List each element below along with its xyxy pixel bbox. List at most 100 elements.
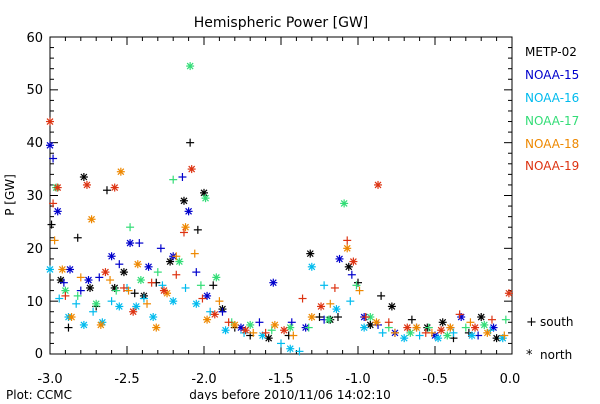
data-point-south [124, 286, 133, 295]
data-point-north [119, 268, 128, 277]
data-point-south [158, 281, 167, 290]
data-point-north [136, 276, 145, 285]
data-point-south [407, 315, 416, 324]
data-point-north [129, 307, 138, 316]
data-point-north [116, 167, 125, 176]
data-point-south [218, 307, 227, 316]
data-point-south [135, 239, 144, 248]
data-point-south [73, 291, 82, 300]
data-point-south [172, 270, 181, 279]
data-point-south [55, 294, 64, 303]
chart-title: Hemispheric Power [GW] [194, 15, 369, 31]
data-point-south [500, 331, 509, 340]
data-point-north [477, 313, 486, 322]
data-point-south [304, 323, 313, 332]
data-point-south [147, 278, 156, 287]
data-point-north [67, 313, 76, 322]
data-point-south [198, 294, 207, 303]
data-point-south [59, 278, 68, 287]
data-point-north [374, 180, 383, 189]
data-point-south [289, 331, 298, 340]
data-point-north [307, 313, 316, 322]
data-point-north [181, 223, 190, 232]
data-point-south [190, 249, 199, 258]
data-point-south [61, 291, 70, 300]
data-point-north [504, 289, 513, 298]
x-tick-label: 0.0 [500, 372, 521, 387]
data-point-north [403, 323, 412, 332]
data-point-south [102, 186, 111, 195]
data-point-south [49, 199, 58, 208]
data-point-south [421, 328, 430, 337]
data-point-south [377, 291, 386, 300]
data-point-north [203, 315, 212, 324]
data-point-north [340, 199, 349, 208]
marker-legend-symbol: * [526, 348, 533, 363]
data-point-south [455, 310, 464, 319]
data-point-north [434, 334, 443, 343]
data-point-south [361, 313, 370, 322]
data-point-north [280, 326, 289, 335]
data-point-north [332, 305, 341, 314]
data-point-north [372, 318, 381, 327]
data-point-south [139, 294, 148, 303]
data-point-south [501, 315, 510, 324]
data-point-south [466, 318, 475, 327]
data-point-north [306, 249, 315, 258]
y-tick-label: 30 [26, 189, 43, 204]
marker-legend-label: south [540, 315, 574, 329]
y-axis-label: P [GW] [3, 174, 17, 216]
data-point-north [184, 207, 193, 216]
data-point-south [320, 281, 329, 290]
data-point-north [467, 331, 476, 340]
data-point-south [333, 313, 342, 322]
data-point-south [112, 286, 121, 295]
data-point-south [352, 281, 361, 290]
y-tick-label: 40 [26, 136, 43, 151]
x-tick-labels: -3.0 -2.5 -2.0 -1.5 -1.0 -0.5 0.0 [37, 372, 520, 387]
data-point-north [133, 260, 142, 269]
data-point-south [224, 318, 233, 327]
data-point-north [149, 313, 158, 322]
data-point-south [115, 260, 124, 269]
data-point-south [346, 297, 355, 306]
data-point-north [92, 299, 101, 308]
data-point-north [471, 323, 480, 332]
data-point-north [412, 323, 421, 332]
data-point-north [480, 320, 489, 329]
data-point-south [277, 339, 285, 348]
data-point-north [144, 262, 153, 271]
data-point-south [415, 331, 424, 340]
data-point-south [315, 313, 324, 322]
marker-legend: + south * north [526, 315, 574, 363]
data-point-south [487, 315, 496, 324]
data-point-north [115, 302, 124, 311]
y-tick-labels: 0 10 20 30 40 50 60 [26, 31, 43, 362]
data-point-south [343, 236, 352, 245]
data-point-north [79, 173, 88, 182]
data-point-north [175, 257, 184, 266]
data-point-south [255, 318, 264, 327]
data-point-north [46, 117, 54, 126]
data-point-north [53, 207, 62, 216]
data-point-north [366, 320, 375, 329]
data-point-north [437, 326, 446, 335]
data-point-south [72, 299, 81, 308]
data-point-north [349, 257, 358, 266]
data-point-north [192, 299, 201, 308]
data-point-north [110, 183, 119, 192]
data-point-north [46, 265, 54, 274]
marker-legend-label: north [540, 348, 572, 362]
data-point-north [203, 291, 212, 300]
data-point-north [53, 183, 62, 192]
data-point-south [209, 281, 218, 290]
data-point-north [446, 323, 455, 332]
data-point-south [384, 318, 393, 327]
legend-entry-series: NOAA-15 [525, 68, 579, 82]
data-point-south [76, 286, 85, 295]
data-point-north [126, 239, 135, 248]
data-point-south [49, 154, 58, 163]
data-point-north [406, 328, 415, 337]
y-tick-label: 50 [26, 83, 43, 98]
